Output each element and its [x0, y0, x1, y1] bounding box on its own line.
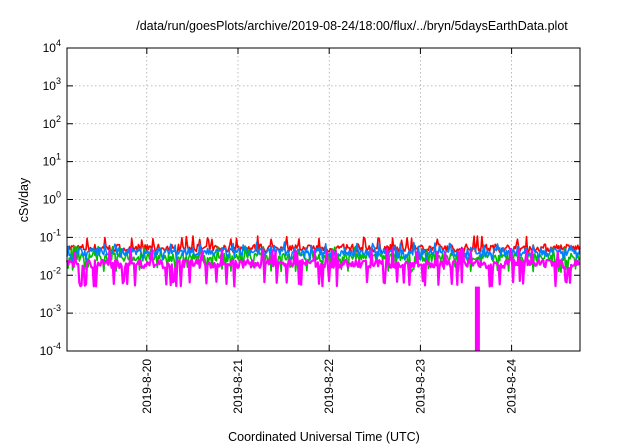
y-tick-label: 10-2 [40, 265, 61, 282]
x-tick-label: 2019-8-23 [413, 359, 427, 414]
x-tick-label: 2019-8-20 [140, 359, 154, 414]
y-tick-label: 102 [43, 114, 61, 131]
x-tick-label: 2019-8-21 [231, 359, 245, 414]
tick-layer: 10-4 10-3 10-2 10-1 100 101 102 103 104 2019-8-20… [40, 38, 580, 414]
x-tick-label: 2019-8-24 [505, 359, 519, 414]
x-tick-label: 2019-8-22 [322, 359, 336, 414]
grid-layer [67, 48, 580, 351]
y-tick-label: 104 [43, 38, 61, 55]
y-tick-label: 103 [43, 76, 61, 93]
series-layer [65, 235, 581, 351]
x-axis-label: Coordinated Universal Time (UTC) [228, 430, 420, 444]
y-axis-label: cSv/day [17, 177, 31, 222]
y-tick-label: 10-1 [40, 227, 61, 244]
y-tick-label: 100 [43, 190, 61, 207]
y-tick-label: 10-3 [40, 303, 61, 320]
y-tick-label: 101 [43, 152, 61, 169]
series-line [65, 247, 581, 288]
y-tick-label: 10-4 [40, 341, 61, 358]
chart-title: /data/run/goesPlots/archive/2019-08-24/1… [136, 19, 568, 33]
